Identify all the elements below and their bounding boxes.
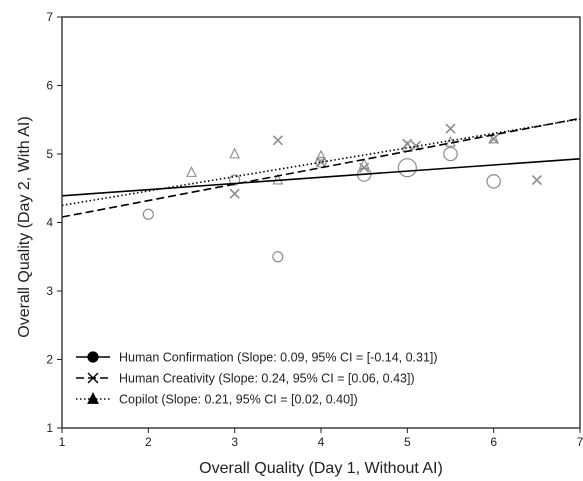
x-tick-label-0: 1 <box>59 435 66 449</box>
series-2-point-9 <box>531 174 542 186</box>
legend-item-3: Copilot (Slope: 0.21, 95% CI = [0.02, 0.… <box>76 392 358 407</box>
x-tick-label-2: 3 <box>231 435 238 449</box>
legend-label-1: Human Confirmation (Slope: 0.09, 95% CI … <box>119 351 438 365</box>
series-2-point-2 <box>272 135 283 146</box>
series-1-point-7 <box>443 146 458 162</box>
series-2-point-3 <box>315 157 327 168</box>
legend-item-1: Human Confirmation (Slope: 0.09, 95% CI … <box>76 351 438 365</box>
legend-item-2: Human Creativity (Slope: 0.24, 95% CI = … <box>76 372 415 386</box>
series-3-point-3 <box>272 173 284 185</box>
series-1-point-6 <box>397 158 417 178</box>
y-axis-title: Overall Quality (Day 2, With AI) <box>16 116 33 337</box>
y-tick-label-4: 5 <box>46 147 53 161</box>
legend: Human Confirmation (Slope: 0.09, 95% CI … <box>76 351 438 407</box>
series-3-point-4 <box>315 149 327 161</box>
x-tick-label-4: 5 <box>404 435 411 449</box>
series-2-point-1 <box>229 188 240 199</box>
series-1-point-4 <box>315 156 327 168</box>
series-1-point-3 <box>272 251 284 263</box>
series-1-fit-line <box>61 157 581 197</box>
legend-marker-1 <box>87 351 99 363</box>
y-tick-label-2: 3 <box>46 284 53 298</box>
plot-area <box>61 117 581 263</box>
series-2-fit-line <box>61 117 581 218</box>
y-tick-label-5: 6 <box>46 79 53 93</box>
x-tick-label-3: 4 <box>318 435 325 449</box>
axes: 1 2 3 4 5 6 7 1 2 3 4 5 6 7 <box>46 10 583 449</box>
x-tick-label-1: 2 <box>145 435 152 449</box>
series-3-point-2 <box>229 147 241 159</box>
y-tick-label-3: 4 <box>46 216 53 230</box>
series-1-point-1 <box>142 208 154 220</box>
y-tick-label-1: 2 <box>46 353 53 367</box>
series-1-point-8 <box>486 174 501 189</box>
series-3-point-8 <box>488 132 500 144</box>
y-tick-label-0: 1 <box>46 421 53 435</box>
y-tick-label-6: 7 <box>46 10 53 24</box>
series-3-point-5 <box>358 157 370 169</box>
legend-marker-2 <box>87 372 99 384</box>
series-3-point-1 <box>186 166 197 177</box>
legend-label-2: Human Creativity (Slope: 0.24, 95% CI = … <box>119 372 415 386</box>
legend-marker-3 <box>87 392 99 404</box>
x-axis-title: Overall Quality (Day 1, Without AI) <box>199 460 443 477</box>
series-3-point-7 <box>445 135 456 147</box>
x-tick-label-5: 6 <box>490 435 497 449</box>
legend-label-3: Copilot (Slope: 0.21, 95% CI = [0.02, 0.… <box>119 393 358 407</box>
plot-frame <box>61 16 581 429</box>
x-tick-label-6: 7 <box>577 435 583 449</box>
series-1-point-2 <box>229 174 241 186</box>
series-2-point-7 <box>445 123 456 134</box>
